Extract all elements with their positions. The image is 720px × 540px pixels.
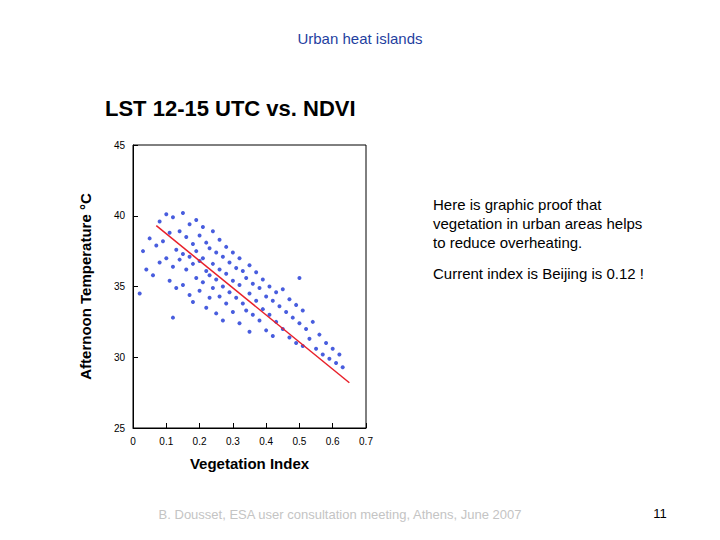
- svg-text:30: 30: [114, 352, 126, 363]
- svg-text:0.2: 0.2: [193, 436, 207, 447]
- svg-text:0.5: 0.5: [292, 436, 306, 447]
- svg-text:Vegetation Index: Vegetation Index: [190, 455, 310, 472]
- svg-text:0.3: 0.3: [226, 436, 240, 447]
- html-text:11: 11: [653, 506, 667, 521]
- html-text:Current index is Beijing is 0.: Current index is Beijing is 0.12 !: [433, 265, 644, 282]
- html-text:Here is graphic proof that veg: Here is graphic proof that vegetation in…: [433, 196, 643, 251]
- svg-text:25: 25: [114, 423, 126, 434]
- svg-text:40: 40: [114, 210, 126, 221]
- svg-text:0.6: 0.6: [326, 436, 340, 447]
- svg-text:35: 35: [114, 281, 126, 292]
- html-text:B. Dousset, ESA user consultat: B. Dousset, ESA user consultation meetin…: [158, 507, 522, 522]
- svg-text:0.1: 0.1: [159, 436, 173, 447]
- svg-text:0.7: 0.7: [359, 436, 373, 447]
- svg-text:0: 0: [130, 436, 136, 447]
- svg-text:0.4: 0.4: [259, 436, 273, 447]
- html-text:Urban heat islands: Urban heat islands: [297, 30, 423, 47]
- svg-text:LST 12-15 UTC vs. NDVI: LST 12-15 UTC vs. NDVI: [105, 96, 356, 121]
- svg-text:45: 45: [114, 140, 126, 151]
- svg-text:Afternoon Temperature °C: Afternoon Temperature °C: [77, 193, 94, 380]
